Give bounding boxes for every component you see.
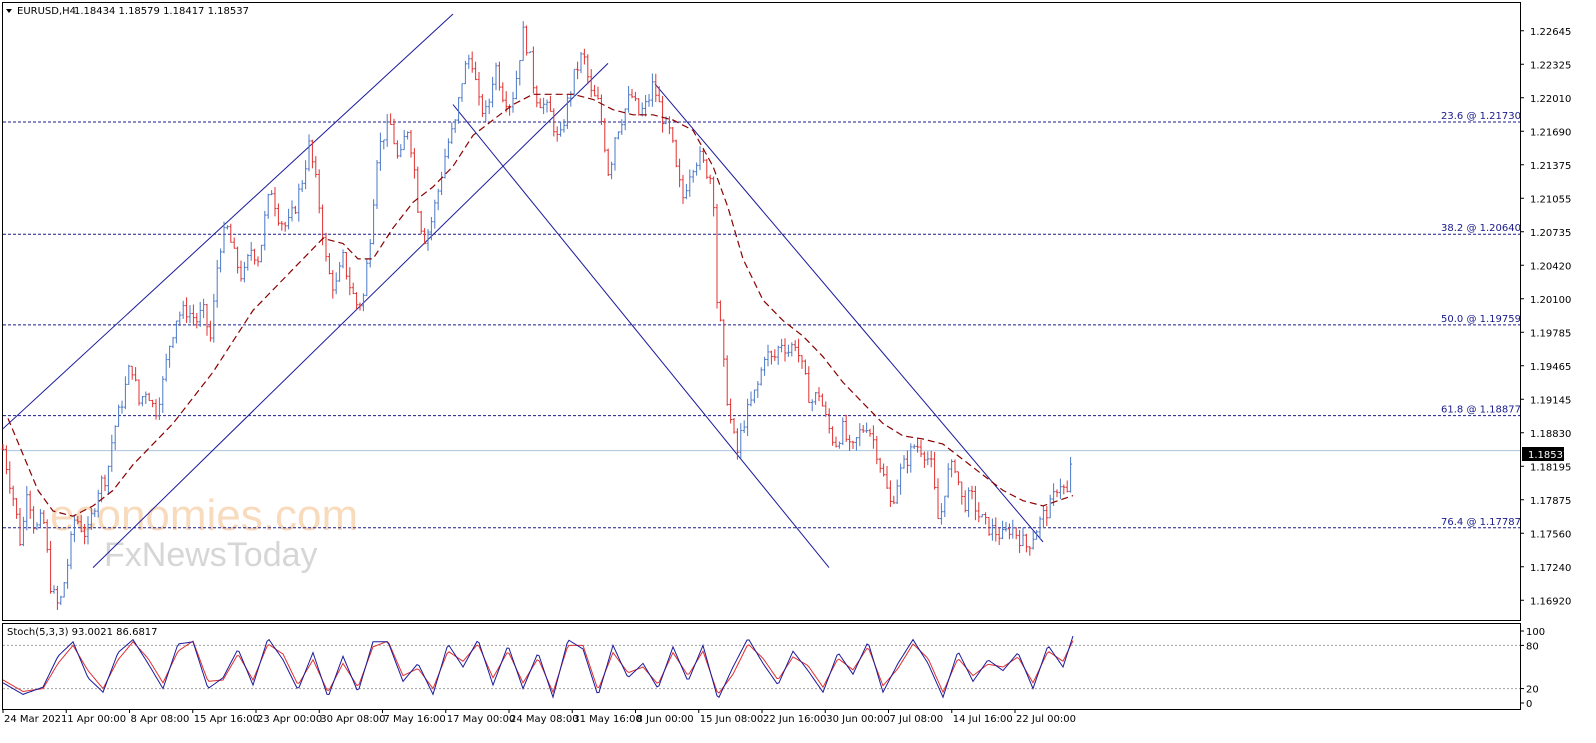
trendline (2, 13, 454, 430)
stochastic-oscillator: 100 80 20 0 (2, 627, 1545, 710)
price-tick-label: 1.19785 (1530, 328, 1571, 339)
stoch-main-line (2, 635, 1074, 699)
dropdown-arrow-icon[interactable] (6, 9, 12, 13)
stoch-tick-label: 100 (1526, 627, 1545, 638)
trendline (654, 83, 1044, 543)
time-tick-label: 24 Mar 2021 (4, 714, 67, 725)
price-tick-label: 1.17240 (1530, 563, 1571, 574)
price-tick-label: 1.17875 (1530, 496, 1571, 507)
price-tick-label: 1.18195 (1530, 462, 1571, 473)
trend-channels (2, 13, 1044, 568)
stoch-tick-label: 0 (1526, 699, 1532, 710)
stoch-signal-line (2, 640, 1074, 694)
fib-label: 76.4 @ 1.17787 (1441, 517, 1521, 528)
price-tick-label: 1.17560 (1530, 529, 1571, 540)
price-tick-label: 1.20420 (1530, 261, 1571, 272)
time-tick-label: 22 Jul 00:00 (1016, 714, 1076, 725)
time-tick-label: 23 Apr 00:00 (257, 714, 322, 725)
price-tick-label: 1.20735 (1530, 228, 1571, 239)
watermark-fxnewstoday: FxNewsToday (104, 536, 318, 574)
trendline (452, 104, 830, 568)
price-axis: 1.22645 1.22325 1.22010 1.21690 1.21375 1.210… (1520, 27, 1571, 607)
fibonacci-levels: 23.6 @ 1.21730 38.2 @ 1.20640 50.0 @ 1.197… (3, 111, 1521, 529)
candles (1, 21, 1073, 610)
stoch-tick-label: 20 (1526, 685, 1539, 696)
price-tick-label: 1.21690 (1530, 127, 1571, 138)
price-tick-label: 1.19465 (1530, 362, 1571, 373)
trendline (92, 63, 609, 568)
stoch-tick-label: 80 (1526, 641, 1539, 652)
time-tick-label: 31 May 16:00 (573, 714, 642, 725)
price-tick-label: 1.22645 (1530, 27, 1571, 38)
time-tick-label: 8 Jun 00:00 (637, 714, 694, 725)
chart-ohlc: 1.18434 1.18579 1.18417 1.18537 (74, 6, 249, 17)
time-tick-label: 1 Apr 00:00 (67, 714, 126, 725)
price-tick-label: 1.21375 (1530, 161, 1571, 172)
time-tick-label: 7 May 16:00 (384, 714, 446, 725)
time-tick-label: 8 Apr 08:00 (131, 714, 190, 725)
price-tick-label: 1.22010 (1530, 94, 1571, 105)
time-tick-label: 24 May 08:00 (510, 714, 579, 725)
stoch-title: Stoch(5,3,3) 93.0021 86.6817 (7, 627, 158, 638)
ma-line (7, 93, 1074, 517)
price-tick-label: 1.21055 (1530, 194, 1571, 205)
fib-label: 61.8 @ 1.18877 (1441, 405, 1521, 416)
time-tick-label: 14 Jul 16:00 (953, 714, 1013, 725)
watermark-economies: economies.com (50, 491, 358, 540)
fib-label: 50.0 @ 1.19759 (1441, 314, 1521, 325)
fib-label: 23.6 @ 1.21730 (1441, 111, 1521, 122)
current-price-tag (1522, 447, 1564, 461)
time-tick-label: 17 May 00:00 (447, 714, 516, 725)
time-tick-label: 30 Jun 00:00 (826, 714, 890, 725)
chart-symbol: EURUSD,H4 (17, 6, 76, 17)
price-tick-label: 1.16920 (1530, 596, 1571, 607)
price-tick-label: 1.22325 (1530, 60, 1571, 71)
time-tick-label: 22 Jun 16:00 (763, 714, 827, 725)
time-tick-label: 15 Jun 08:00 (700, 714, 764, 725)
fib-label: 38.2 @ 1.20640 (1441, 223, 1521, 234)
price-tick-label: 1.20100 (1530, 295, 1571, 306)
time-tick-label: 15 Apr 16:00 (194, 714, 259, 725)
current-price-tag-label: 1.18537 (1528, 450, 1569, 461)
time-axis: 24 Mar 2021 1 Apr 00:00 8 Apr 08:00 15 Apr … (2, 709, 1076, 725)
price-pane-frame (2, 2, 1521, 621)
moving-average (7, 93, 1074, 517)
price-tick-label: 1.19145 (1530, 395, 1571, 406)
time-tick-label: 7 Jul 08:00 (890, 714, 944, 725)
time-tick-label: 30 Apr 08:00 (320, 714, 385, 725)
price-tick-label: 1.18830 (1530, 429, 1571, 440)
